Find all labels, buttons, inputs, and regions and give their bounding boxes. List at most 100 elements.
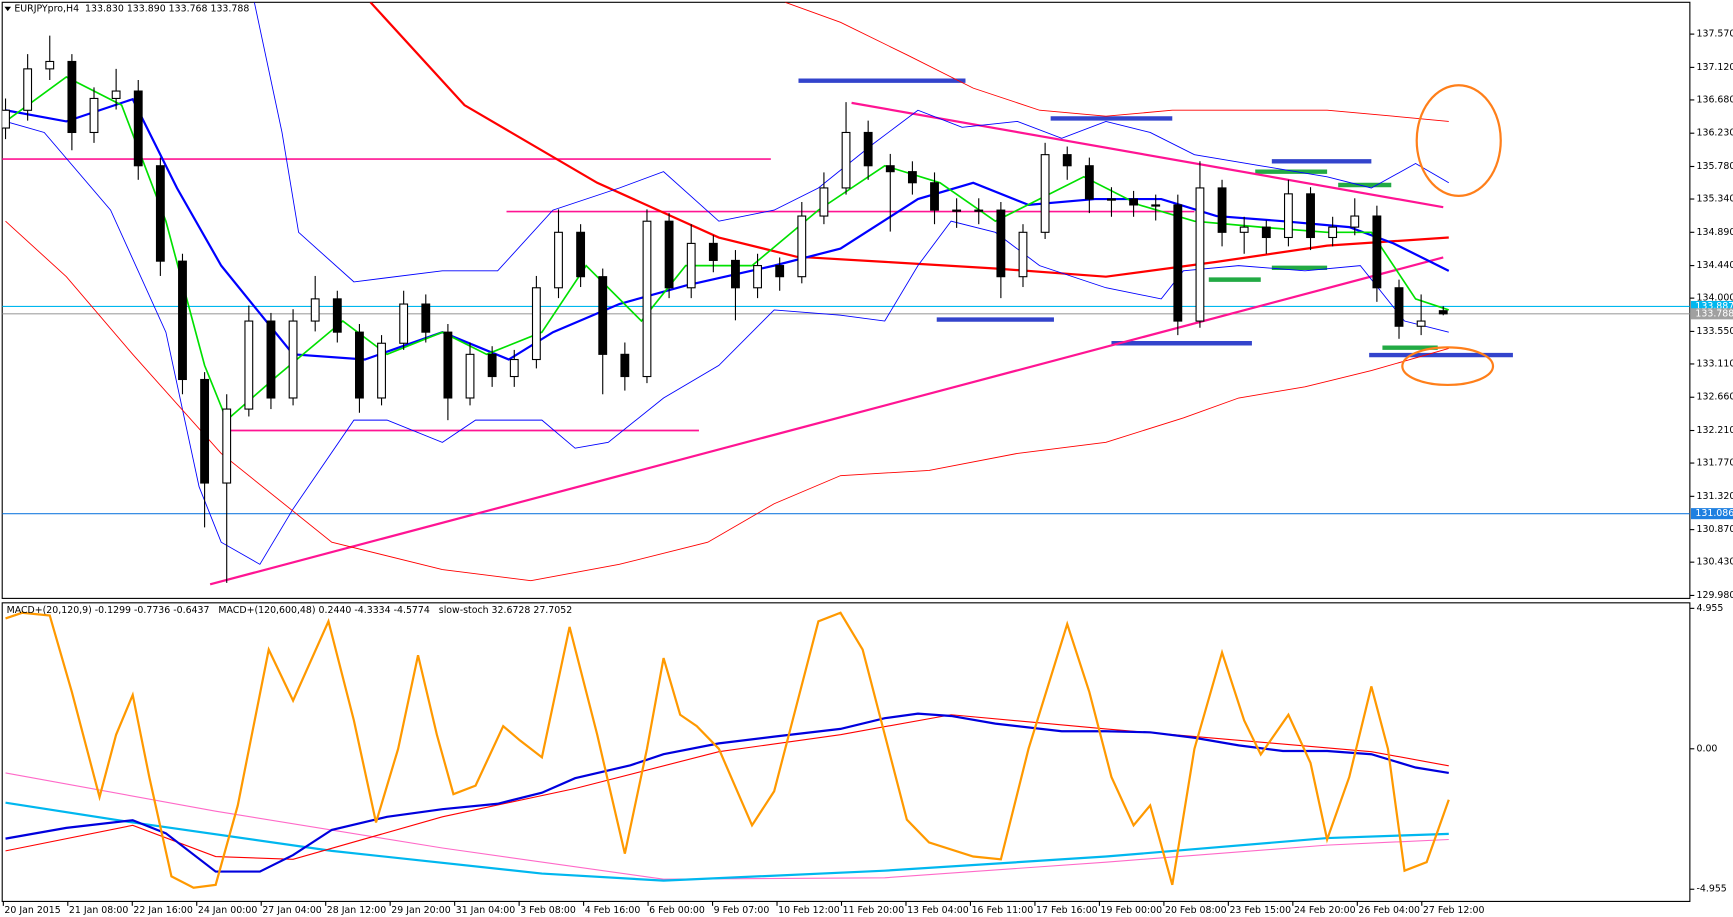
candle-body: [686, 242, 696, 289]
candle-body: [885, 165, 895, 173]
indicator-panel: [1, 602, 1691, 902]
y-tick-label: 134.440: [1697, 260, 1733, 271]
x-tick-label: 28 Jan 12:00: [327, 905, 386, 916]
candle-body: [1350, 215, 1360, 228]
price-level-label: 133.887: [1695, 301, 1733, 312]
candle-body: [155, 165, 165, 262]
y-tick-label: 129.980: [1697, 590, 1733, 601]
candle-body: [1217, 187, 1227, 233]
indicator-line: [5, 75, 1450, 422]
x-tick-label: 20 Jan 2015: [4, 905, 60, 916]
y-tick-label: 136.680: [1697, 94, 1733, 105]
x-tick-label: 27 Feb 12:00: [1423, 905, 1485, 916]
indicator-line: [5, 772, 1449, 880]
x-tick-label: 16 Feb 11:00: [972, 905, 1034, 916]
x-tick-label: 24 Jan 00:00: [198, 905, 257, 916]
x-tick-label: 29 Jan 20:00: [391, 905, 450, 916]
y-tick-label: 131.770: [1697, 458, 1733, 469]
y-tick-label: 135.340: [1697, 194, 1733, 205]
candle-body: [1195, 187, 1205, 322]
price-level-box: [1690, 300, 1733, 313]
candle-body: [421, 303, 431, 333]
candle-body: [1306, 193, 1315, 239]
y-tick-label: 132.660: [1697, 392, 1733, 403]
y-tick-label: 131.320: [1697, 491, 1733, 502]
candle-body: [664, 220, 674, 289]
menu-arrow[interactable]: [4, 6, 12, 12]
y-tick-label: 135.780: [1697, 161, 1733, 172]
indicator-line: [5, 714, 1449, 860]
y-tick-label: 133.110: [1697, 358, 1733, 369]
y-tick-label: 130.870: [1697, 524, 1733, 535]
candle-body: [355, 331, 364, 399]
candle-body: [863, 131, 873, 167]
x-tick-label: 21 Jan 08:00: [69, 905, 128, 916]
candle-body: [67, 60, 77, 134]
candle-body: [841, 131, 851, 189]
y-tick-label: 137.120: [1697, 62, 1733, 73]
x-tick-label: 23 Feb 15:00: [1229, 905, 1291, 916]
candle-body: [377, 342, 386, 399]
candle-body: [200, 378, 210, 484]
candle-body: [531, 287, 541, 361]
candle-body: [576, 231, 586, 278]
y-tick-label: 0.00: [1697, 743, 1718, 754]
x-tick-label: 3 Feb 08:00: [520, 905, 576, 916]
price-level-box: [1690, 508, 1733, 520]
candle-body: [554, 231, 563, 289]
chart-title: EURJPYpro,H4 133.830 133.890 133.768 133…: [14, 3, 249, 14]
indicator-line: [785, 2, 1449, 122]
y-tick-label: 134.890: [1697, 227, 1733, 238]
candle-body: [244, 320, 254, 410]
candle-body: [1129, 198, 1139, 206]
candle-body: [731, 259, 740, 289]
x-tick-label: 13 Feb 04:00: [907, 905, 969, 916]
candle-body: [266, 320, 276, 399]
main-panel: [1, 1, 1691, 599]
trendline: [851, 101, 1444, 209]
candle-body: [89, 97, 99, 134]
candle-body: [310, 298, 320, 322]
y-tick-label: 132.210: [1697, 425, 1733, 436]
candle-body: [487, 353, 497, 378]
candle-body: [797, 215, 807, 278]
candle-body: [45, 60, 55, 70]
x-tick-label: 9 Feb 07:00: [714, 905, 770, 916]
y-tick-label: 136.230: [1697, 128, 1733, 139]
y-tick-label: 134.000: [1697, 293, 1733, 304]
candle-body: [133, 90, 143, 167]
candle-body: [620, 353, 630, 378]
candle-body: [23, 68, 33, 111]
y-tick-label: 137.570: [1697, 29, 1733, 40]
price-level-box: [1690, 308, 1733, 320]
x-tick-label: 27 Jan 04:00: [262, 905, 321, 916]
x-tick-label: 4 Feb 16:00: [585, 905, 641, 916]
candle-body: [1151, 204, 1161, 207]
candle-body: [708, 242, 718, 261]
candle-body: [222, 408, 232, 484]
candle-body: [1062, 154, 1072, 167]
candle-body: [509, 358, 519, 378]
y-tick-label: 130.430: [1697, 557, 1733, 568]
candle-body: [974, 209, 984, 212]
candle-body: [1283, 193, 1293, 239]
indicator-line: [5, 712, 1449, 873]
indicator-title: MACD+(20,120,9) -0.1299 -0.7736 -0.6437 …: [7, 605, 573, 616]
candle-body: [1372, 215, 1382, 289]
candle-body: [465, 353, 475, 399]
candle-body: [1438, 310, 1448, 315]
candle-body: [952, 209, 962, 212]
x-tick-label: 10 Feb 12:00: [778, 905, 840, 916]
candle-body: [443, 331, 453, 399]
y-tick-label: 133.550: [1697, 326, 1733, 337]
candle-body: [930, 182, 939, 211]
candle-body: [178, 260, 187, 381]
candle-body: [819, 187, 829, 217]
y-tick-label: -4.955: [1697, 884, 1727, 895]
candle-body: [1328, 226, 1338, 239]
candle-body: [642, 220, 652, 378]
candle-body: [1261, 226, 1271, 239]
x-tick-label: 17 Feb 16:00: [1036, 905, 1098, 916]
candle-body: [288, 320, 298, 399]
